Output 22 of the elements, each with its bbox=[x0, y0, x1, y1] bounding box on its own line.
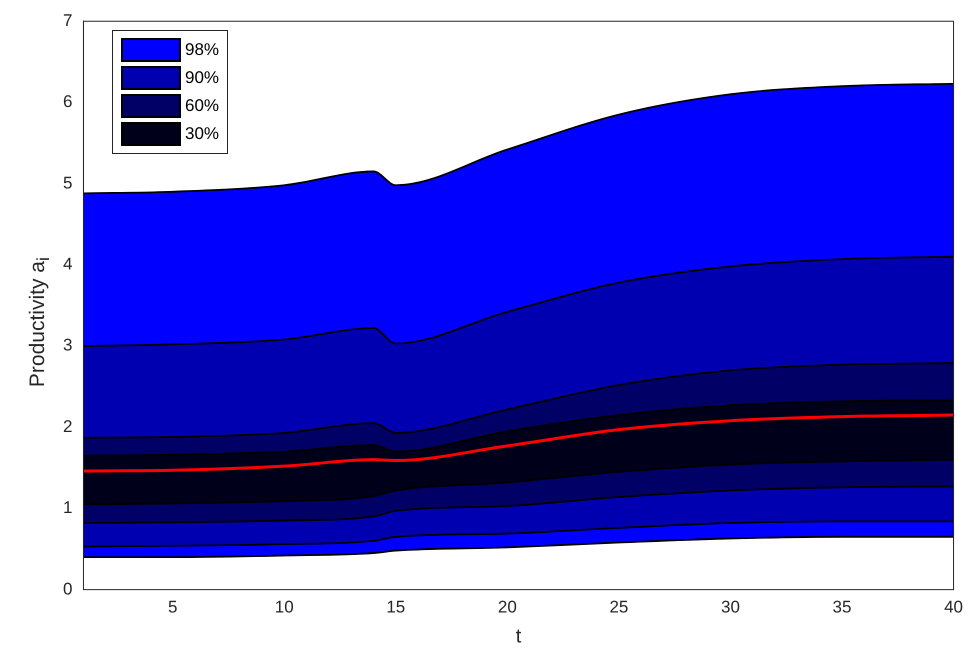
x-tick-label: 30 bbox=[720, 597, 740, 616]
x-tick-label: 5 bbox=[168, 597, 178, 616]
x-axis-title: t bbox=[516, 626, 522, 648]
x-tick-label: 40 bbox=[944, 597, 964, 616]
y-tick-label: 4 bbox=[62, 254, 72, 274]
y-tick-label: 5 bbox=[62, 173, 72, 192]
x-tick-label: 10 bbox=[274, 597, 294, 616]
y-tick-label: 1 bbox=[62, 498, 72, 518]
x-tick-label: 15 bbox=[386, 597, 406, 616]
y-tick-label: 7 bbox=[62, 10, 72, 30]
x-tick-label: 20 bbox=[498, 597, 517, 616]
legend-label: 90% bbox=[185, 68, 220, 88]
y-tick-label: 6 bbox=[62, 92, 72, 112]
y-tick-label: 0 bbox=[62, 579, 72, 598]
line-series bbox=[83, 414, 954, 473]
x-tick-label: 35 bbox=[832, 597, 852, 616]
y-tick-label: 3 bbox=[62, 336, 72, 355]
y-tick-label: 2 bbox=[62, 416, 72, 436]
legend-label: 30% bbox=[185, 124, 220, 144]
legend-label: 60% bbox=[185, 96, 220, 116]
legend-label: 98% bbox=[185, 40, 220, 60]
x-tick-label: 25 bbox=[609, 597, 628, 616]
